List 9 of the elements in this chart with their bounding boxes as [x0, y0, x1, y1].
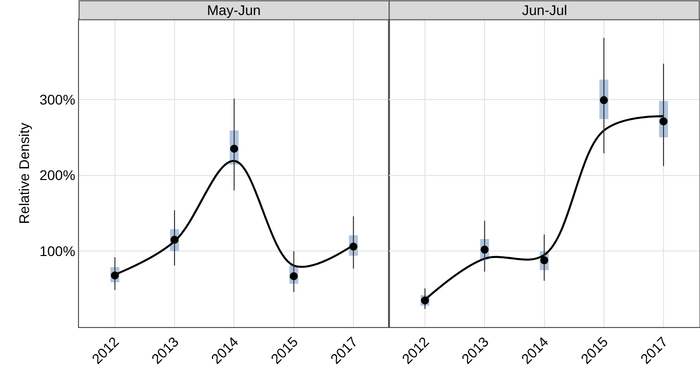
point: [230, 144, 238, 153]
chart-title: Jun-Jul: [522, 2, 568, 18]
point: [660, 117, 668, 126]
y-tick-label: 200%: [39, 167, 76, 184]
chart-title: May-Jun: [207, 2, 261, 18]
y-tick-label: 300%: [39, 91, 76, 108]
y-tick-label: 100%: [39, 243, 76, 260]
point: [600, 96, 608, 104]
y-axis-title: Relative Density: [16, 122, 32, 224]
